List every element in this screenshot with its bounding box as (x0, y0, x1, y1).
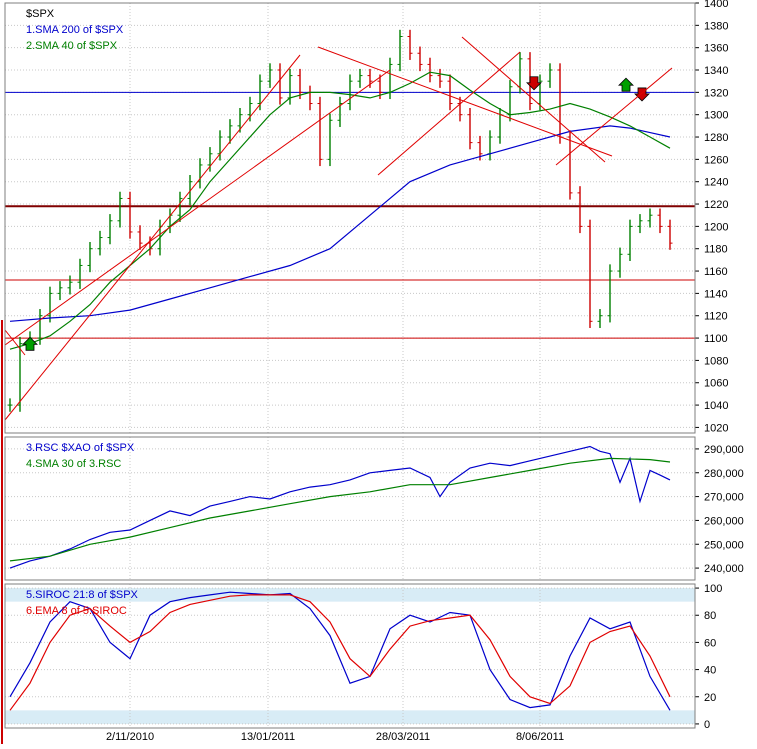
price-tick-label-10: 1220 (704, 199, 728, 211)
siroc-tick-label-3: 60 (704, 637, 716, 649)
price-tick-label-13: 1280 (704, 132, 728, 144)
siroc-legend-0: 5.SIROC 21:8 of $SPX (26, 589, 139, 601)
price-tick-label-19: 1400 (704, 0, 728, 10)
price-frame (4, 2, 696, 434)
price-tick-label-12: 1260 (704, 154, 728, 166)
rsc-tick-label-5: 290,000 (704, 444, 744, 456)
rsc-legend-1: 4.SMA 30 of 3.RSC (26, 458, 121, 470)
price-tick-label-6: 1140 (704, 288, 728, 300)
siroc-tick-label-5: 100 (704, 583, 722, 595)
price-tick-label-7: 1160 (704, 266, 728, 278)
siroc-tick-label-0: 0 (704, 719, 710, 731)
price-tick-label-11: 1240 (704, 177, 728, 189)
price-tick-label-0: 1020 (704, 422, 728, 434)
rsc-tick-label-1: 250,000 (704, 539, 744, 551)
frame-layer (1, 2, 696, 744)
rsc-series-1-line (9, 457, 671, 562)
price-tick-label-15: 1320 (704, 87, 728, 99)
price-tick-label-9: 1200 (704, 221, 728, 233)
channel-line-0 (4, 54, 301, 421)
siroc-legend-1: 6.EMA 8 of 5.SIROC (26, 605, 127, 617)
siroc-series-1-line (9, 594, 671, 711)
channel-line-3 (377, 51, 521, 176)
price-series-2-line (9, 71, 671, 350)
siroc-frame (4, 583, 696, 729)
signal-arrow-0 (22, 336, 38, 351)
channel-line-2 (317, 46, 613, 157)
price-tick-label-16: 1340 (704, 65, 728, 77)
siroc-band-1 (5, 710, 695, 724)
x-axis-label-3: 8/06/2011 (516, 731, 564, 743)
channel-line-1 (4, 69, 391, 346)
price-tick-label-3: 1080 (704, 355, 728, 367)
rsc-tick-label-3: 270,000 (704, 492, 744, 504)
price-tick-label-1: 1040 (704, 400, 728, 412)
channel-line-4 (461, 36, 606, 163)
x-axis-label-1: 13/01/2011 (241, 731, 295, 743)
siroc-tick-label-4: 80 (704, 610, 716, 622)
rsc-frame (4, 436, 696, 581)
rsc-tick-label-0: 240,000 (704, 563, 744, 575)
rsc-tick-label-4: 280,000 (704, 468, 744, 480)
price-legend-1: 1.SMA 200 of $SPX (26, 24, 124, 36)
rsc-legend-0: 3.RSC $XAO of $SPX (26, 442, 135, 454)
signal-arrow-1 (526, 76, 542, 91)
price-legend-2: 2.SMA 40 of $SPX (26, 40, 118, 52)
price-tick-label-17: 1360 (704, 43, 728, 55)
price-legend-0: $SPX (26, 8, 55, 20)
channel-line-6 (4, 329, 26, 356)
marks-layer (4, 29, 695, 711)
x-axis-label-0: 2/11/2010 (106, 731, 154, 743)
price-series-1-line (9, 125, 671, 322)
siroc-series-0-line (9, 591, 671, 711)
price-tick-label-4: 1100 (704, 333, 728, 345)
rsc-series-0-line (9, 445, 671, 569)
price-tick-label-18: 1380 (704, 20, 728, 32)
price-tick-label-14: 1300 (704, 110, 728, 122)
x-axis-label-2: 28/03/2011 (376, 731, 430, 743)
price-tick-label-5: 1120 (704, 311, 728, 323)
siroc-tick-label-2: 40 (704, 665, 716, 677)
channel-line-5 (555, 67, 673, 166)
rsc-tick-label-2: 260,000 (704, 515, 744, 527)
signal-arrow-2 (618, 77, 634, 92)
signal-arrow-3 (634, 87, 650, 102)
text-layer: 1020 1040 1060 1080 1100 1120 1140 1160 1180 1200… (26, 0, 744, 743)
price-tick-label-2: 1060 (704, 378, 728, 390)
siroc-tick-label-1: 20 (704, 692, 716, 704)
price-tick-label-8: 1180 (704, 244, 728, 256)
siroc-band-0 (5, 588, 695, 602)
